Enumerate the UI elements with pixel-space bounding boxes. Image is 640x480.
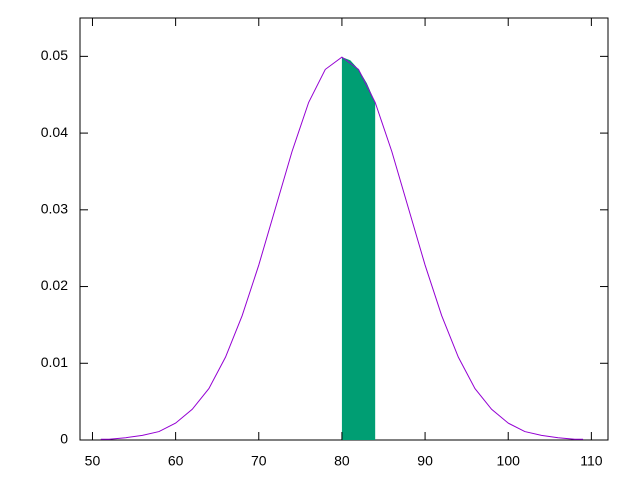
y-tick-label: 0.01 xyxy=(41,354,68,370)
y-tick-label: 0.02 xyxy=(41,277,68,293)
x-tick-label: 110 xyxy=(580,453,603,469)
y-tick-label: 0.03 xyxy=(41,201,68,217)
y-tick-label: 0.05 xyxy=(41,47,68,63)
x-tick-label: 100 xyxy=(497,453,521,469)
x-tick-label: 50 xyxy=(85,453,101,469)
x-tick-label: 70 xyxy=(251,453,267,469)
curve xyxy=(100,56,584,440)
shaded-area xyxy=(341,57,376,440)
x-tick-label: 90 xyxy=(417,453,433,469)
x-tick-label: 80 xyxy=(334,453,350,469)
y-tick-label: 0.04 xyxy=(41,124,68,140)
y-tick-label: 0 xyxy=(60,431,68,447)
x-tick-label: 60 xyxy=(168,453,184,469)
